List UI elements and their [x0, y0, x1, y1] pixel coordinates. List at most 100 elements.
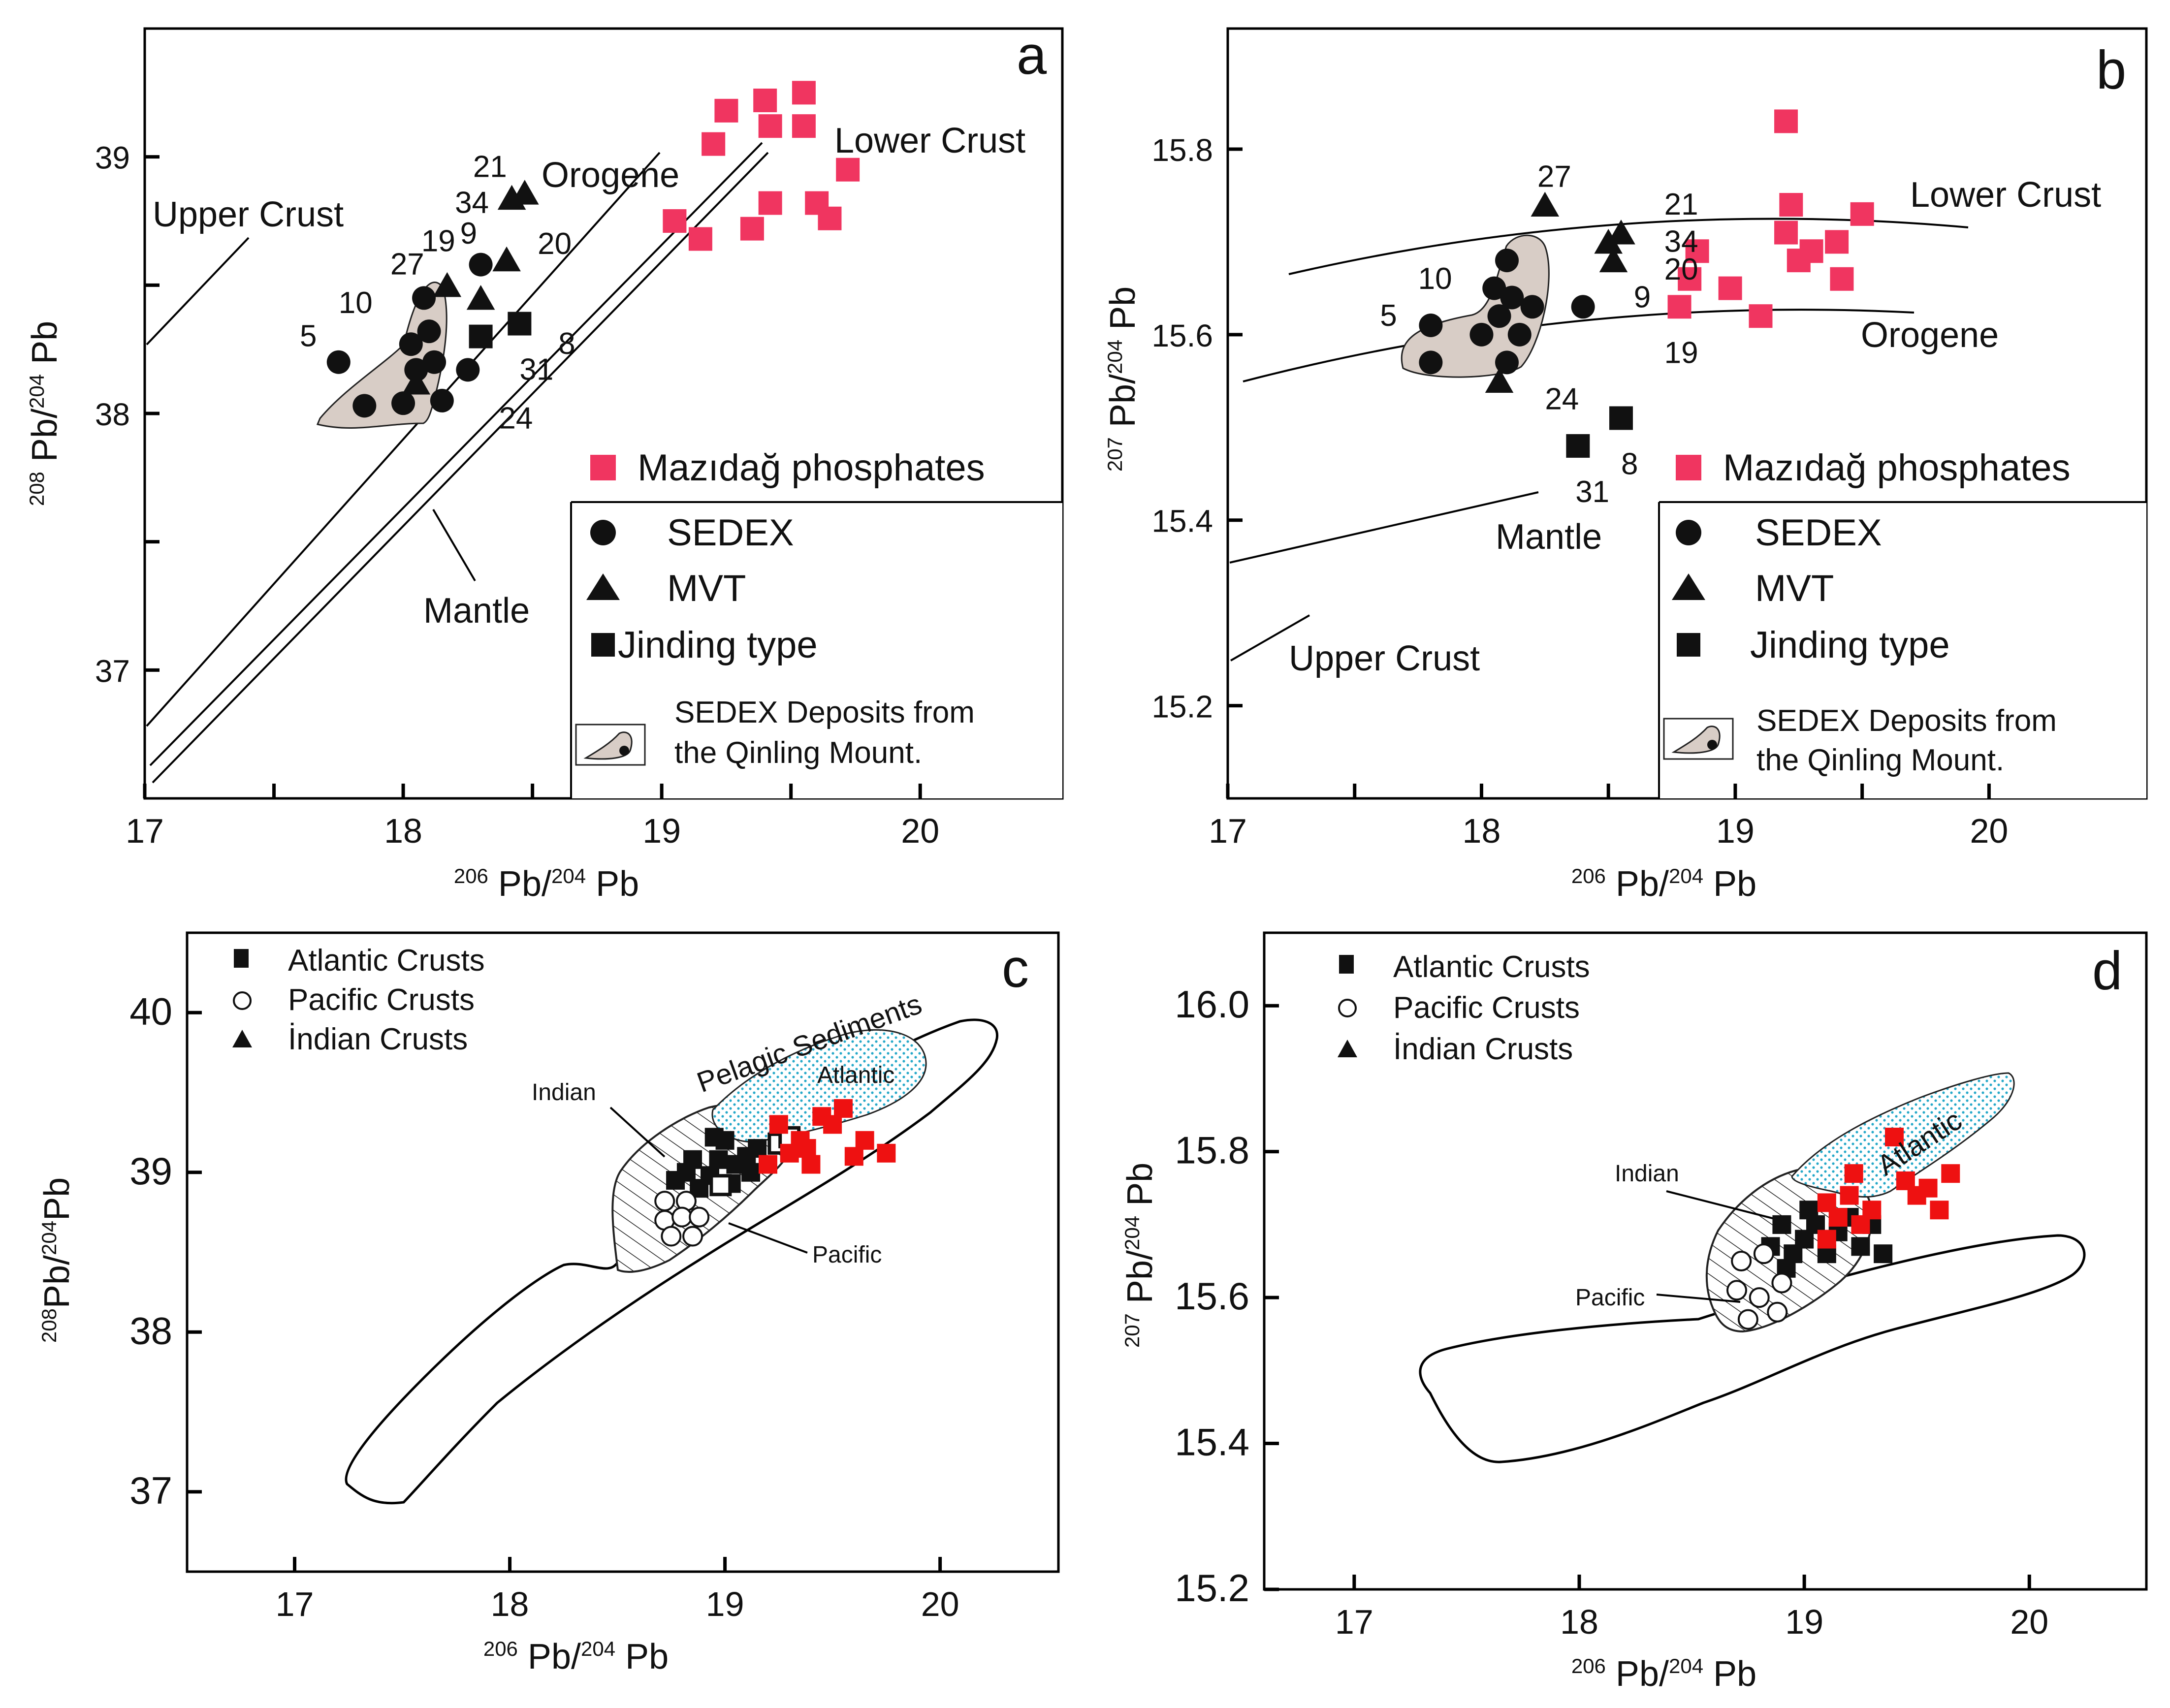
panel-c: Pelagic Sediments Atlantic Indian Pacifi…: [37, 931, 1060, 1676]
x-tick-label: 20: [901, 812, 939, 850]
x-tick-label: 17: [1335, 1603, 1373, 1641]
data-point-atlantic-crusts: [1851, 1237, 1870, 1256]
data-point-sedex: [391, 391, 415, 415]
data-point-mvt: [433, 272, 462, 297]
panel-b-legend-qinling-symbol: [1663, 718, 1734, 760]
legend-b-symbol-3: [1677, 633, 1700, 657]
data-point-maz-da-phosphates: [702, 132, 726, 156]
legend-d-pacific: Pacific Crusts: [1393, 991, 1580, 1025]
data-point-sedex: [1495, 249, 1519, 273]
legend-d-indian: İndian Crusts: [1393, 1032, 1573, 1066]
data-point-maz-da-phosphates: [714, 98, 738, 123]
data-point-sedex: [352, 394, 377, 418]
y-tick-label: 37: [95, 653, 130, 689]
panel-a-mantle-label: Mantle: [423, 591, 530, 631]
panel-b-orogene-label: Orogene: [1861, 316, 1999, 355]
data-point-sedex: [1469, 322, 1494, 347]
data-point-maz-da-phosphates: [836, 158, 860, 182]
sample-label: 5: [1380, 299, 1397, 333]
data-point-atlantic-crusts: [1874, 1244, 1893, 1264]
data-point-sedex: [1419, 350, 1443, 375]
panel-b-ylabel: 207 Pb/204 Pb: [1103, 286, 1143, 472]
y-tick-label: 38: [95, 397, 130, 432]
x-tick-label: 19: [706, 1585, 744, 1623]
y-tick-label: 39: [95, 140, 130, 176]
data-point-sedex: [399, 332, 423, 356]
panel-d: Atlantic Indian Pacific Atlantic Crusts …: [1120, 931, 2148, 1694]
sample-label: 34: [455, 186, 489, 220]
legend-b-symbol-0: [1676, 455, 1701, 480]
legend-c-atlantic-symbol: [234, 949, 249, 968]
sample-label: 9: [460, 217, 477, 251]
x-tick-label: 18: [1463, 812, 1501, 850]
data-point-atlantic-crusts: [683, 1150, 702, 1169]
data-point-pacific-crusts: [682, 1226, 703, 1247]
data-point-maz-da-phosphates: [877, 1143, 896, 1163]
panel-d-xlabel: 206 Pb/204 Pb: [1571, 1654, 1756, 1694]
legend-a-label-1: SEDEX: [667, 512, 794, 554]
legend-b-label-0: Mazıdağ phosphates: [1723, 447, 2071, 489]
x-tick-label: 17: [276, 1585, 314, 1623]
panel-a-legend-qinling-line1: SEDEX Deposits from: [674, 696, 975, 729]
sample-label: 8: [558, 327, 575, 361]
y-tick-label: 15.4: [1151, 504, 1213, 539]
panel-b: SEDEX Deposits from the Qinling Mount. M…: [1103, 27, 2148, 904]
sample-label: 20: [538, 227, 572, 261]
data-point-pacific-crusts: [689, 1206, 710, 1228]
data-point-jinding-type: [469, 324, 493, 348]
data-point-maz-da-phosphates: [1718, 276, 1742, 300]
data-point-maz-da-phosphates: [740, 217, 764, 241]
data-point-maz-da-phosphates: [818, 206, 842, 230]
data-point-jinding-type: [1609, 406, 1633, 430]
panel-a-mantle-leader: [432, 508, 476, 582]
panel-b-legend-qinling-line1: SEDEX Deposits from: [1756, 704, 2057, 738]
y-tick-label: 39: [129, 1149, 172, 1193]
legend-b-label-1: SEDEX: [1755, 512, 1882, 554]
panel-a-legend-box: [571, 502, 1062, 798]
legend-d-atlantic-symbol: [1339, 955, 1354, 974]
data-point-maz-da-phosphates: [1941, 1164, 1960, 1183]
data-point-mvt: [402, 370, 431, 395]
data-point-mvt: [1599, 247, 1628, 273]
panel-c-indian-leader: [609, 1107, 666, 1158]
x-tick-label: 18: [384, 812, 422, 850]
data-point-maz-da-phosphates: [1862, 1201, 1882, 1220]
panel-c-letter: c: [1002, 938, 1029, 999]
legend-a-symbol-2: [586, 573, 620, 600]
data-point-maz-da-phosphates: [1840, 1186, 1859, 1205]
data-point-sedex: [1482, 276, 1506, 300]
data-point-mvt: [492, 246, 521, 272]
legend-d-atlantic: Atlantic Crusts: [1393, 950, 1590, 984]
data-point-maz-da-phosphates: [663, 209, 687, 233]
panel-b-legend-qinling-line2: the Qinling Mount.: [1756, 743, 2004, 777]
panel-d-frame: [1263, 931, 2148, 1591]
data-point-atlantic-crusts: [741, 1163, 761, 1182]
panel-d-pacific-label: Pacific: [1575, 1285, 1645, 1311]
data-point-pacific-crusts: [1726, 1280, 1747, 1301]
y-tick-label: 38: [129, 1309, 172, 1352]
sample-label: 19: [421, 224, 455, 258]
data-point-maz-da-phosphates: [844, 1147, 863, 1166]
data-point-maz-da-phosphates: [688, 227, 712, 251]
data-point-sedex: [417, 319, 441, 344]
x-tick-label: 19: [1716, 812, 1755, 850]
panel-c-legend: Atlantic Crusts Pacific Crusts İndian Cr…: [232, 944, 485, 1056]
legend-c-atlantic: Atlantic Crusts: [288, 944, 485, 978]
sample-label: 24: [1545, 382, 1579, 416]
panel-d-letter: d: [2092, 941, 2122, 1001]
sample-label: 21: [1664, 188, 1698, 221]
legend-a-label-0: Mazıdağ phosphates: [638, 447, 985, 489]
sample-label: 8: [1621, 447, 1638, 481]
sample-label: 24: [499, 401, 533, 435]
data-point-sedex: [1507, 322, 1532, 347]
panel-b-legend: SEDEX Deposits from the Qinling Mount. M…: [1658, 447, 2146, 798]
data-point-sedex: [1571, 295, 1595, 319]
data-point-sedex: [469, 253, 493, 277]
data-point-jinding-type: [1566, 434, 1590, 458]
data-point-atlantic-crusts: [709, 1150, 728, 1169]
data-point-pacific-crusts: [1731, 1251, 1752, 1271]
data-point-maz-da-phosphates: [801, 1155, 821, 1174]
data-point-sedex: [422, 350, 447, 374]
sample-label: 34: [1664, 224, 1698, 258]
sample-label: 31: [519, 352, 553, 386]
